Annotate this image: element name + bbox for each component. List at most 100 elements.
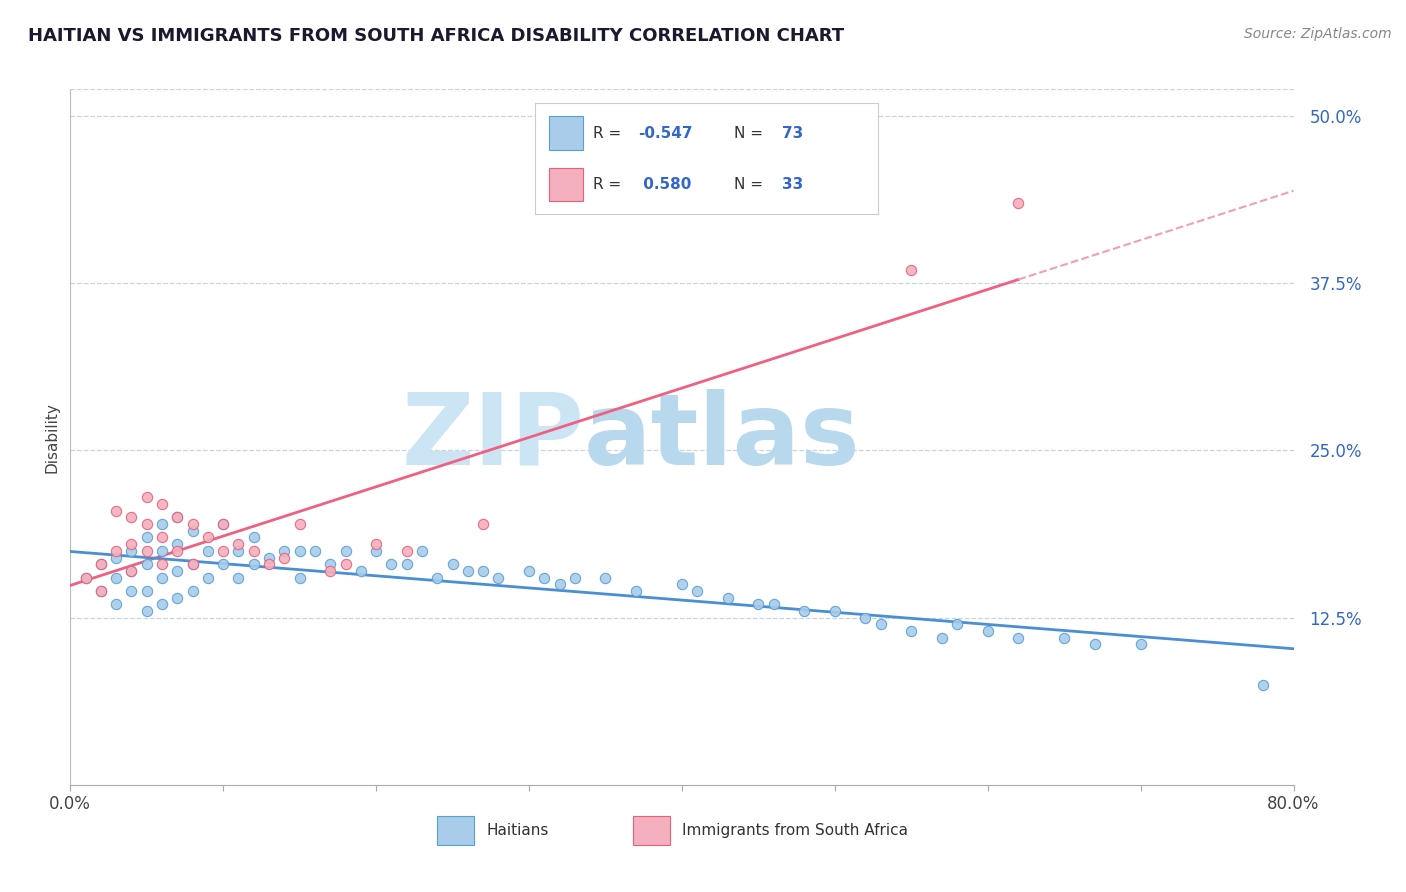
Point bbox=[762, 598, 785, 612]
Point bbox=[135, 490, 157, 504]
Point bbox=[75, 571, 97, 585]
Point bbox=[121, 564, 143, 578]
Point bbox=[150, 497, 173, 511]
Point bbox=[121, 564, 143, 578]
Point bbox=[228, 571, 250, 585]
Point bbox=[197, 571, 219, 585]
Point bbox=[288, 516, 311, 531]
Point bbox=[411, 544, 433, 558]
Point bbox=[166, 591, 188, 605]
Point bbox=[166, 510, 188, 524]
Text: ZIP: ZIP bbox=[401, 389, 583, 485]
Point bbox=[335, 544, 357, 558]
Point bbox=[166, 510, 188, 524]
Point bbox=[671, 577, 693, 591]
Point bbox=[121, 537, 143, 551]
Point bbox=[105, 544, 128, 558]
Point bbox=[426, 571, 449, 585]
Point bbox=[273, 544, 295, 558]
Point bbox=[121, 584, 143, 599]
Point bbox=[150, 516, 173, 531]
Point bbox=[624, 584, 647, 599]
Point bbox=[150, 530, 173, 544]
Point bbox=[335, 557, 357, 572]
Point bbox=[976, 624, 998, 639]
Point bbox=[121, 544, 143, 558]
Y-axis label: Disability: Disability bbox=[44, 401, 59, 473]
Point bbox=[212, 544, 235, 558]
Point bbox=[150, 598, 173, 612]
Point bbox=[1084, 637, 1107, 651]
Point bbox=[472, 564, 495, 578]
Point bbox=[135, 544, 157, 558]
Text: atlas: atlas bbox=[583, 389, 860, 485]
Point bbox=[1007, 631, 1029, 645]
Point bbox=[90, 557, 112, 572]
Point bbox=[380, 557, 402, 572]
Point bbox=[121, 510, 143, 524]
Point bbox=[548, 577, 571, 591]
Point bbox=[228, 537, 250, 551]
Point bbox=[793, 604, 815, 618]
Text: Source: ZipAtlas.com: Source: ZipAtlas.com bbox=[1244, 27, 1392, 41]
Point bbox=[1053, 631, 1076, 645]
Point bbox=[747, 598, 769, 612]
Point bbox=[105, 598, 128, 612]
Point bbox=[135, 584, 157, 599]
Point bbox=[533, 571, 555, 585]
Point bbox=[288, 571, 311, 585]
Point bbox=[181, 516, 204, 531]
Point bbox=[197, 544, 219, 558]
Point bbox=[946, 617, 969, 632]
Point bbox=[105, 503, 128, 517]
Point bbox=[181, 557, 204, 572]
Point bbox=[166, 544, 188, 558]
Point bbox=[366, 537, 388, 551]
Point bbox=[166, 564, 188, 578]
Point bbox=[181, 557, 204, 572]
Point bbox=[395, 544, 418, 558]
Point bbox=[441, 557, 464, 572]
Point bbox=[869, 617, 891, 632]
Point bbox=[243, 557, 266, 572]
Point bbox=[931, 631, 953, 645]
Point bbox=[150, 544, 173, 558]
Point bbox=[150, 571, 173, 585]
Point bbox=[257, 550, 280, 565]
Point bbox=[564, 571, 586, 585]
Point bbox=[1129, 637, 1152, 651]
Point bbox=[135, 530, 157, 544]
Point bbox=[257, 557, 280, 572]
Point bbox=[595, 571, 617, 585]
Point bbox=[1007, 196, 1029, 211]
Point bbox=[166, 537, 188, 551]
Point bbox=[212, 516, 235, 531]
Point bbox=[900, 624, 922, 639]
Point bbox=[304, 544, 326, 558]
Point bbox=[75, 571, 97, 585]
Point bbox=[824, 604, 846, 618]
Point bbox=[243, 544, 266, 558]
Point bbox=[228, 544, 250, 558]
Text: HAITIAN VS IMMIGRANTS FROM SOUTH AFRICA DISABILITY CORRELATION CHART: HAITIAN VS IMMIGRANTS FROM SOUTH AFRICA … bbox=[28, 27, 844, 45]
Point bbox=[212, 516, 235, 531]
Point bbox=[135, 557, 157, 572]
Point bbox=[457, 564, 479, 578]
Point bbox=[350, 564, 373, 578]
Point bbox=[135, 516, 157, 531]
Point bbox=[90, 557, 112, 572]
Point bbox=[855, 611, 877, 625]
Point bbox=[319, 557, 342, 572]
Point bbox=[243, 530, 266, 544]
Point bbox=[686, 584, 709, 599]
Point bbox=[366, 544, 388, 558]
Point bbox=[150, 557, 173, 572]
Point bbox=[181, 584, 204, 599]
Point bbox=[900, 263, 922, 277]
Point bbox=[517, 564, 540, 578]
Point bbox=[212, 557, 235, 572]
Point bbox=[717, 591, 740, 605]
Point bbox=[395, 557, 418, 572]
Point bbox=[90, 584, 112, 599]
Point bbox=[488, 571, 510, 585]
